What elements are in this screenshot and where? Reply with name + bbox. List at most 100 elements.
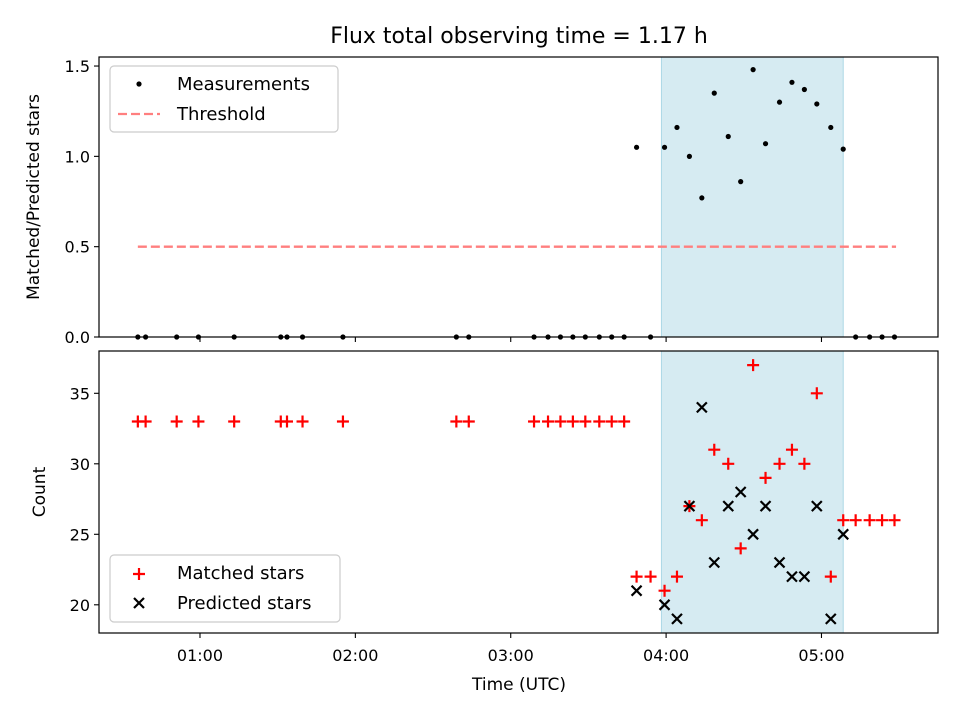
top-legend-frame <box>109 65 339 133</box>
matched-star-point <box>849 514 862 527</box>
predicted-star-point <box>747 528 759 541</box>
predicted-star-point <box>798 570 811 583</box>
matched-star-point <box>708 443 721 456</box>
matched-star-point <box>876 514 889 527</box>
measurement-point <box>801 86 807 93</box>
bot-y-tick-label: 30 <box>70 455 90 474</box>
x-tick-label: 02:00 <box>332 646 378 665</box>
matched-star-point <box>228 415 241 428</box>
predicted-star-point <box>630 584 643 597</box>
predicted-star-point <box>722 500 735 512</box>
predicted-star-point <box>811 500 823 512</box>
predicted-star-point <box>773 556 786 569</box>
matched-star-point <box>695 514 708 527</box>
top-y-tick-label: 1.0 <box>65 147 90 166</box>
matched-star-point <box>722 457 735 470</box>
predicted-star-point <box>837 528 850 541</box>
matched-star-point <box>644 570 657 583</box>
x-tick-label: 03:00 <box>488 646 534 665</box>
predicted-star-point <box>825 613 837 625</box>
matched-star-point <box>670 570 683 583</box>
top-plot-panel: 0.0 0.5 1.0 1.5 Matched/Predicted stars Mea… <box>24 56 939 347</box>
measurement-point <box>828 124 834 131</box>
x-axis-label: Time (UTC) <box>471 675 566 695</box>
matched-star-point <box>810 387 823 400</box>
predicted-star-point <box>671 613 683 625</box>
legend-measurements-label: Measurements <box>177 74 310 95</box>
measurement-point <box>711 90 717 96</box>
matched-star-point <box>785 443 798 456</box>
chart-title: Flux total observing time = 1.17 h <box>330 24 708 49</box>
legend-matched-label: Matched stars <box>177 563 304 584</box>
matched-star-point <box>139 415 152 428</box>
measurement-point <box>699 195 705 201</box>
bot-shaded-span <box>660 350 844 634</box>
legend-predicted-label: Predicted stars <box>177 593 311 614</box>
bottom-legend-frame <box>109 554 341 623</box>
predicted-star-point <box>708 556 721 569</box>
matched-star-point <box>773 457 786 470</box>
bottom-y-axis-label: Count <box>30 466 50 517</box>
bot-y-tick-label: 25 <box>70 525 90 544</box>
top-y-axis-label: Matched/Predicted stars <box>24 94 44 300</box>
matched-star-point <box>658 584 671 597</box>
matched-star-point <box>618 415 631 428</box>
matched-star-point <box>528 415 541 428</box>
top-legend: Measurements Threshold <box>109 65 339 133</box>
legend-measurements-marker <box>136 81 142 87</box>
measurement-point <box>686 153 693 159</box>
matched-star-point <box>579 415 592 428</box>
matched-star-point <box>336 415 349 428</box>
predicted-star-point <box>696 401 708 414</box>
top-y-tick-label: 1.5 <box>65 57 90 76</box>
predicted-star-point <box>658 599 671 611</box>
measurement-point <box>814 101 820 107</box>
matched-star-point <box>824 570 837 583</box>
measurement-point <box>738 179 744 185</box>
measurement-point <box>789 79 795 85</box>
predicted-star-point <box>759 500 772 512</box>
top-axes-frame <box>98 56 939 338</box>
matched-star-point <box>542 415 555 428</box>
top-shaded-span <box>660 56 844 338</box>
x-tick-label: 04:00 <box>643 646 689 665</box>
predicted-star-point <box>683 500 696 512</box>
matched-star-point <box>888 514 901 527</box>
measurement-point <box>674 124 680 131</box>
measurement-point <box>750 67 756 73</box>
legend-matched-marker <box>133 568 145 580</box>
measurement-point <box>840 146 846 152</box>
bot-axes-frame <box>98 350 939 634</box>
bot-y-tick-label: 20 <box>70 596 90 615</box>
top-y-tick-label: 0.0 <box>65 328 90 347</box>
matched-star-point <box>296 415 309 428</box>
matched-star-point <box>450 415 463 428</box>
legend-threshold-label: Threshold <box>176 104 266 125</box>
matched-star-point <box>630 570 643 583</box>
matched-star-point <box>170 415 183 428</box>
matched-star-point <box>747 359 760 372</box>
measurement-point <box>661 144 668 150</box>
predicted-star-point <box>786 570 798 583</box>
x-tick-label: 05:00 <box>798 646 844 665</box>
x-tick-label: 01:00 <box>177 646 223 665</box>
legend-predicted-marker <box>133 597 145 609</box>
bot-y-tick-label: 35 <box>70 384 90 403</box>
top-y-tick-label: 0.5 <box>65 238 90 257</box>
matched-star-point <box>798 457 811 470</box>
predicted-star-point <box>734 486 747 498</box>
matched-star-point <box>837 514 850 527</box>
measurement-point <box>725 133 731 140</box>
matched-star-point <box>593 415 606 428</box>
matched-star-point <box>280 415 293 428</box>
matched-star-point <box>734 542 747 555</box>
matched-star-point <box>566 415 579 428</box>
bottom-legend: Matched stars Predicted stars <box>109 554 341 623</box>
matched-star-point <box>192 415 205 428</box>
matched-star-point <box>554 415 567 428</box>
measurement-point <box>762 141 769 147</box>
measurement-point <box>633 144 640 150</box>
matched-star-point <box>759 471 772 484</box>
